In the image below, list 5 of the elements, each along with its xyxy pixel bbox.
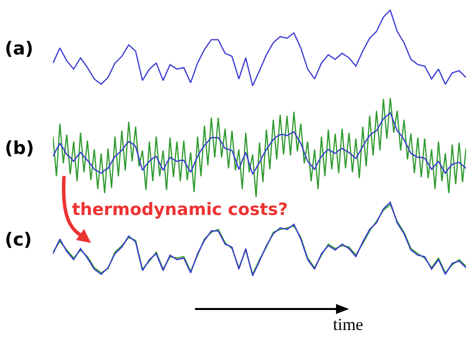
- text: (b): [4, 138, 34, 159]
- annotation: thermodynamic costs?: [72, 200, 288, 220]
- text: (c): [4, 229, 32, 250]
- text: (a): [4, 38, 34, 60]
- x-axis-title: time: [333, 315, 364, 334]
